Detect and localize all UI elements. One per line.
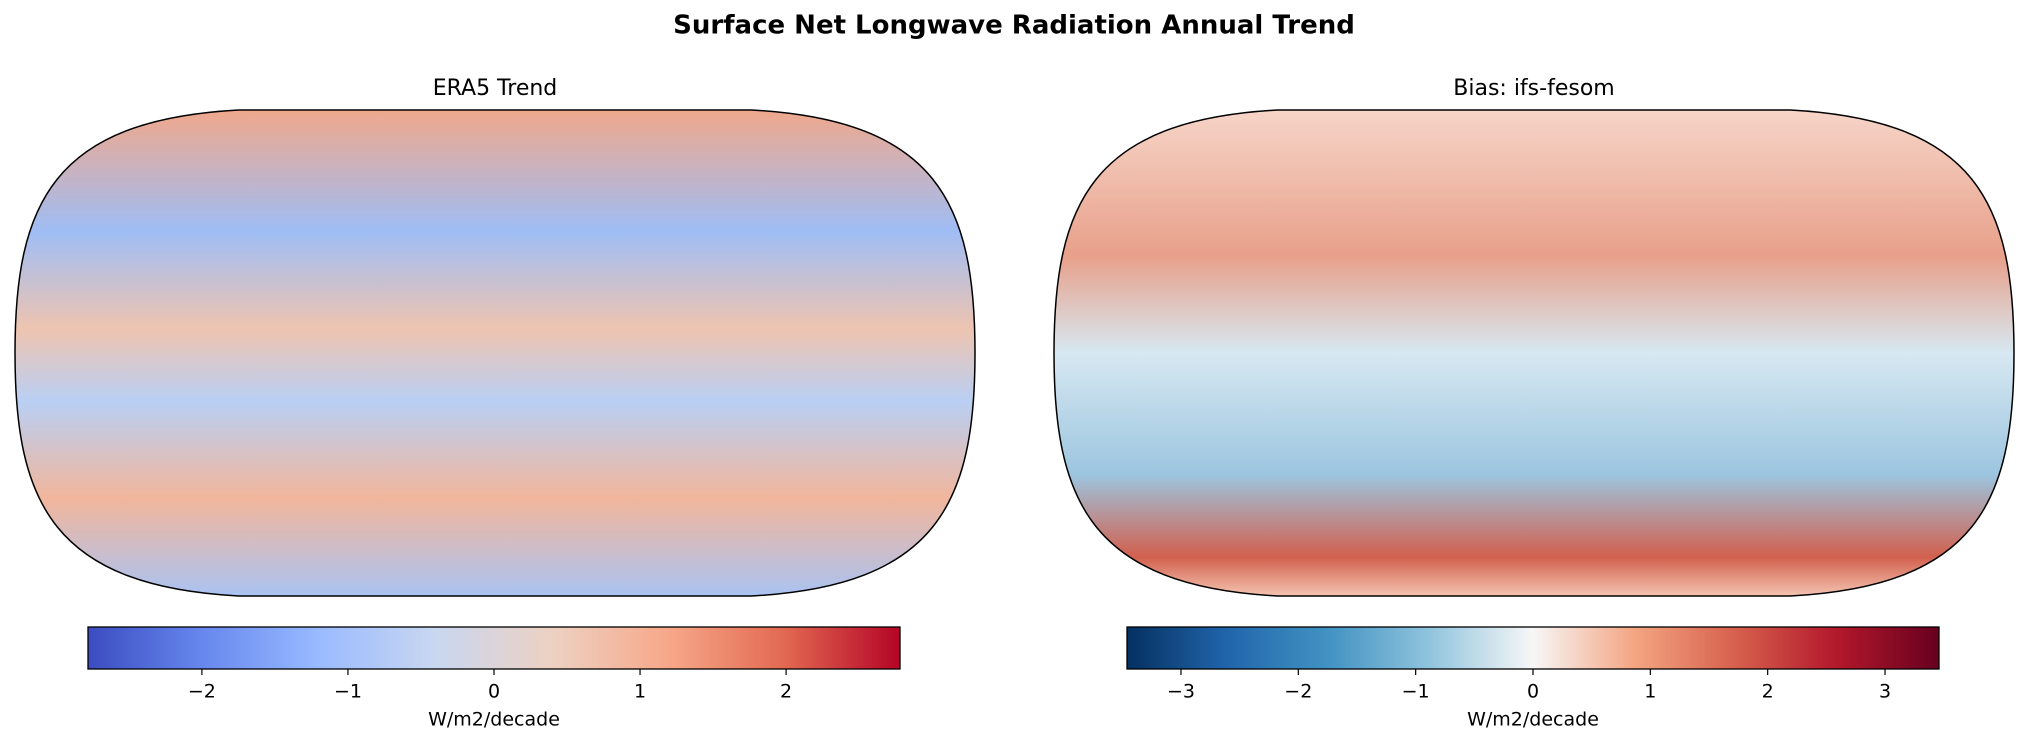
colorbar	[87, 626, 901, 670]
colorbar-tick-label: 0	[488, 681, 500, 703]
colorbar-tick-label: 1	[634, 681, 646, 703]
colorbar-tick-label: 2	[1762, 681, 1774, 703]
subplot-title: Bias: ifs-fesom	[1453, 76, 1614, 101]
colorbar-label: W/m2/decade	[428, 709, 560, 731]
colorbar-tick-label: −1	[1402, 681, 1430, 703]
figure-title: Surface Net Longwave Radiation Annual Tr…	[673, 11, 1355, 41]
colorbar-tick-label: −2	[1284, 681, 1312, 703]
colorbar-tick-label: −2	[188, 681, 216, 703]
map-outline	[1053, 109, 2015, 597]
colorbar-tick-label: 2	[780, 681, 792, 703]
colorbar-tick-label: −1	[334, 681, 362, 703]
colorbar-tick-label: 0	[1527, 681, 1539, 703]
subplot-title: ERA5 Trend	[433, 76, 558, 101]
colorbar-tick-label: −3	[1167, 681, 1195, 703]
colorbar-tick-label: 1	[1644, 681, 1656, 703]
colorbar-label: W/m2/decade	[1467, 709, 1599, 731]
map-outline	[14, 109, 976, 597]
colorbar	[1126, 626, 1940, 670]
panels: ERA5 Trend −2 −1 0 1 2 W/m2/decade Bias: ifs-fe…	[14, 76, 2015, 731]
colorbar-tick-label: 3	[1879, 681, 1891, 703]
